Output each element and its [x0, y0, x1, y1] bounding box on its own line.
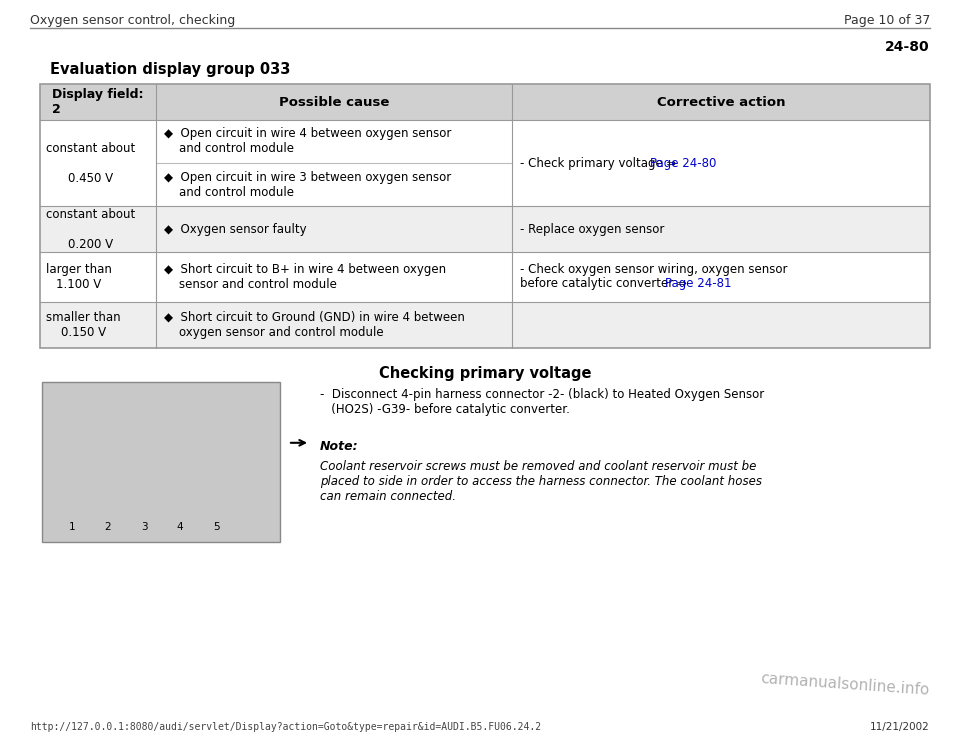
Text: carmanualsonline.info: carmanualsonline.info [760, 672, 930, 698]
Text: 11/21/2002: 11/21/2002 [871, 722, 930, 732]
Text: - Check primary voltage ⇒: - Check primary voltage ⇒ [519, 157, 680, 169]
Text: constant about

0.450 V: constant about 0.450 V [46, 142, 135, 185]
Text: Possible cause: Possible cause [278, 96, 389, 108]
Text: larger than
1.100 V: larger than 1.100 V [46, 263, 112, 291]
Text: constant about

0.200 V: constant about 0.200 V [46, 208, 135, 251]
Bar [40, 302, 930, 348]
Bar [42, 382, 280, 542]
Text: 3: 3 [141, 522, 147, 532]
Text: - Check oxygen sensor wiring, oxygen sensor: - Check oxygen sensor wiring, oxygen sen… [519, 263, 787, 277]
Text: ◆  Open circuit in wire 4 between oxygen sensor
    and control module: ◆ Open circuit in wire 4 between oxygen … [164, 128, 451, 156]
Text: Page 24-80: Page 24-80 [650, 157, 716, 169]
Bar [40, 84, 930, 348]
Text: http://127.0.0.1:8080/audi/servlet/Display?action=Goto&type=repair&id=AUDI.B5.FU: http://127.0.0.1:8080/audi/servlet/Displ… [30, 722, 541, 732]
Text: Corrective action: Corrective action [657, 96, 785, 108]
Text: - Replace oxygen sensor: - Replace oxygen sensor [519, 223, 664, 235]
Text: 4: 4 [177, 522, 183, 532]
Text: before catalytic converter ⇒: before catalytic converter ⇒ [519, 278, 690, 291]
Text: 2: 2 [105, 522, 111, 532]
Text: 5: 5 [213, 522, 219, 532]
Text: Page 10 of 37: Page 10 of 37 [844, 14, 930, 27]
Text: Coolant reservoir screws must be removed and coolant reservoir must be
placed to: Coolant reservoir screws must be removed… [320, 460, 762, 503]
Text: 24-80: 24-80 [885, 40, 930, 54]
Text: ◆  Short circuit to Ground (GND) in wire 4 between
    oxygen sensor and control: ◆ Short circuit to Ground (GND) in wire … [164, 311, 465, 339]
Text: Page 24-81: Page 24-81 [664, 278, 732, 291]
Bar [40, 252, 930, 302]
Text: -  Disconnect 4-pin harness connector -2- (black) to Heated Oxygen Sensor
   (HO: - Disconnect 4-pin harness connector -2-… [320, 388, 764, 416]
Bar [40, 120, 930, 206]
Bar [40, 206, 930, 252]
Text: Checking primary voltage: Checking primary voltage [379, 366, 591, 381]
Bar [40, 84, 930, 120]
Text: Note:: Note: [320, 440, 359, 453]
Text: Oxygen sensor control, checking: Oxygen sensor control, checking [30, 14, 235, 27]
Text: smaller than
0.150 V: smaller than 0.150 V [46, 311, 121, 339]
Text: 1: 1 [69, 522, 75, 532]
Text: ◆  Oxygen sensor faulty: ◆ Oxygen sensor faulty [164, 223, 306, 235]
Text: Display field:
2: Display field: 2 [52, 88, 144, 116]
Text: Evaluation display group 033: Evaluation display group 033 [50, 62, 290, 77]
Text: ◆  Short circuit to B+ in wire 4 between oxygen
    sensor and control module: ◆ Short circuit to B+ in wire 4 between … [164, 263, 445, 291]
Text: ◆  Open circuit in wire 3 between oxygen sensor
    and control module: ◆ Open circuit in wire 3 between oxygen … [164, 171, 451, 199]
